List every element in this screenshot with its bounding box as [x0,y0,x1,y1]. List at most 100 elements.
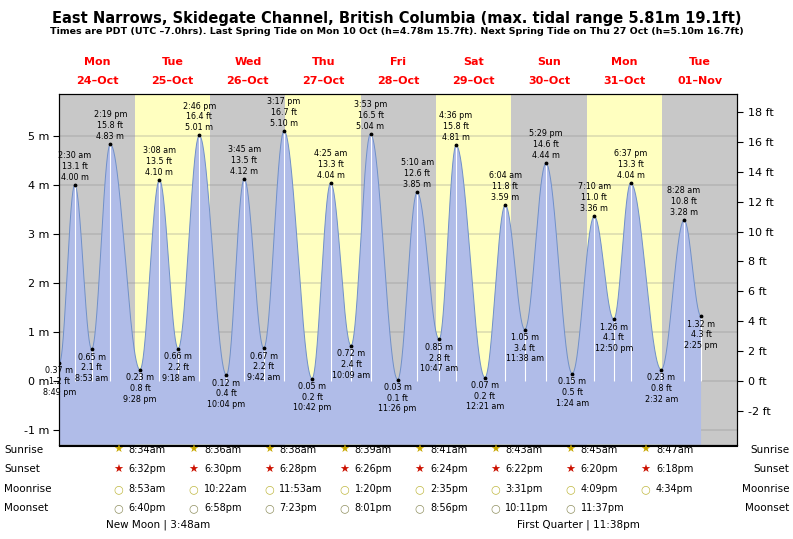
Text: ★: ★ [415,445,424,455]
Text: 6:32pm: 6:32pm [128,465,166,474]
Text: Moonrise: Moonrise [4,484,52,494]
Text: 8:45am: 8:45am [580,445,618,455]
Text: 31–Oct: 31–Oct [603,76,646,86]
Text: 8:34am: 8:34am [128,445,166,455]
Text: New Moon | 3:48am: New Moon | 3:48am [106,520,211,530]
Bar [59,94,135,445]
Text: ★: ★ [565,445,575,455]
Text: 2:30 am
13.1 ft
4.00 m: 2:30 am 13.1 ft 4.00 m [58,151,91,182]
Text: 6:30pm: 6:30pm [204,465,241,474]
Text: Wed: Wed [234,57,262,67]
Text: ○: ○ [641,484,650,494]
Text: ★: ★ [113,465,123,474]
Text: 2:46 pm
16.4 ft
5.01 m: 2:46 pm 16.4 ft 5.01 m [182,101,216,132]
Text: 11:53am: 11:53am [279,484,323,494]
Text: 10:11pm: 10:11pm [505,503,549,513]
Text: ★: ★ [264,445,274,455]
Text: ★: ★ [565,465,575,474]
Text: 8:41am: 8:41am [430,445,467,455]
Text: 24–Oct: 24–Oct [76,76,118,86]
Text: 10:22am: 10:22am [204,484,247,494]
Text: Thu: Thu [312,57,335,67]
Text: 0.07 m
0.2 ft
12:21 am: 0.07 m 0.2 ft 12:21 am [465,381,504,411]
Text: 6:18pm: 6:18pm [656,465,693,474]
Text: ○: ○ [565,503,575,513]
Text: 0.85 m
2.8 ft
10:47 am: 0.85 m 2.8 ft 10:47 am [420,343,458,373]
Text: 4:09pm: 4:09pm [580,484,618,494]
Text: ★: ★ [641,445,650,455]
Text: 6:40pm: 6:40pm [128,503,166,513]
Text: 6:28pm: 6:28pm [279,465,316,474]
Text: ★: ★ [339,465,349,474]
Text: Tue: Tue [689,57,711,67]
Text: 1.05 m
3.4 ft
11:38 am: 1.05 m 3.4 ft 11:38 am [506,333,544,363]
Text: 7:23pm: 7:23pm [279,503,317,513]
Text: ○: ○ [113,503,123,513]
Text: 8:36am: 8:36am [204,445,241,455]
Text: 6:58pm: 6:58pm [204,503,241,513]
Text: ○: ○ [490,484,500,494]
Text: 6:37 pm
13.3 ft
4.04 m: 6:37 pm 13.3 ft 4.04 m [614,149,647,179]
Text: ★: ★ [189,465,198,474]
Text: 6:24pm: 6:24pm [430,465,467,474]
Text: Tue: Tue [162,57,183,67]
Text: Sunrise: Sunrise [4,445,43,455]
Text: 6:20pm: 6:20pm [580,465,618,474]
Text: 1.32 m
4.3 ft
2:25 pm: 1.32 m 4.3 ft 2:25 pm [684,320,718,350]
Bar [662,94,737,445]
Text: ★: ★ [189,445,198,455]
Text: 0.72 m
2.4 ft
10:09 am: 0.72 m 2.4 ft 10:09 am [332,349,370,379]
Text: ○: ○ [339,503,349,513]
Text: Times are PDT (UTC –7.0hrs). Last Spring Tide on Mon 10 Oct (h=4.78m 15.7ft). Ne: Times are PDT (UTC –7.0hrs). Last Spring… [50,27,743,36]
Text: 0.03 m
0.1 ft
11:26 pm: 0.03 m 0.1 ft 11:26 pm [378,383,417,413]
Text: 6:04 am
11.8 ft
3.59 m: 6:04 am 11.8 ft 3.59 m [488,171,522,202]
Text: Sunset: Sunset [4,465,40,474]
Text: 4:36 pm
15.8 ft
4.81 m: 4:36 pm 15.8 ft 4.81 m [439,112,473,142]
Text: 3:31pm: 3:31pm [505,484,542,494]
Bar [210,94,285,445]
Text: 4:34pm: 4:34pm [656,484,693,494]
Text: ★: ★ [339,445,349,455]
Text: Sunset: Sunset [753,465,789,474]
Text: 1.26 m
4.1 ft
12:50 pm: 1.26 m 4.1 ft 12:50 pm [595,323,633,353]
Text: Sun: Sun [538,57,561,67]
Text: ★: ★ [490,445,500,455]
Text: 30–Oct: 30–Oct [528,76,570,86]
Text: 0.23 m
0.8 ft
9:28 pm: 0.23 m 0.8 ft 9:28 pm [123,373,157,404]
Text: 2:35pm: 2:35pm [430,484,468,494]
Text: ○: ○ [339,484,349,494]
Text: Fri: Fri [390,57,407,67]
Text: 1:20pm: 1:20pm [354,484,392,494]
Text: 8:43am: 8:43am [505,445,542,455]
Text: 29–Oct: 29–Oct [453,76,495,86]
Text: ★: ★ [641,465,650,474]
Text: 8:56pm: 8:56pm [430,503,467,513]
Text: 5:10 am
12.6 ft
3.85 m: 5:10 am 12.6 ft 3.85 m [400,158,434,189]
Text: ○: ○ [490,503,500,513]
Text: 0.37 m
1.2 ft
8:49 pm: 0.37 m 1.2 ft 8:49 pm [43,367,76,397]
Text: 3:17 pm
16.7 ft
5.10 m: 3:17 pm 16.7 ft 5.10 m [267,97,301,128]
Text: 2:19 pm
15.8 ft
4.83 m: 2:19 pm 15.8 ft 4.83 m [94,110,127,141]
Bar [436,94,511,445]
Text: 28–Oct: 28–Oct [377,76,419,86]
Text: 6:22pm: 6:22pm [505,465,543,474]
Text: 7:10 am
11.0 ft
3.36 m: 7:10 am 11.0 ft 3.36 m [577,182,611,213]
Text: 0.05 m
0.2 ft
10:42 pm: 0.05 m 0.2 ft 10:42 pm [293,382,331,412]
Text: 11:37pm: 11:37pm [580,503,624,513]
Text: 8:47am: 8:47am [656,445,693,455]
Polygon shape [59,131,701,445]
Text: East Narrows, Skidegate Channel, British Columbia (max. tidal range 5.81m 19.1ft: East Narrows, Skidegate Channel, British… [52,11,741,26]
Text: Sat: Sat [463,57,485,67]
Bar [361,94,436,445]
Bar [511,94,587,445]
Text: 0.15 m
0.5 ft
1:24 am: 0.15 m 0.5 ft 1:24 am [556,377,589,407]
Text: ○: ○ [113,484,123,494]
Text: ○: ○ [565,484,575,494]
Text: 27–Oct: 27–Oct [302,76,344,86]
Text: ○: ○ [415,503,424,513]
Text: 26–Oct: 26–Oct [227,76,269,86]
Bar [135,94,210,445]
Text: ★: ★ [113,445,123,455]
Text: 8:28 am
10.8 ft
3.28 m: 8:28 am 10.8 ft 3.28 m [668,186,701,217]
Text: ★: ★ [264,465,274,474]
